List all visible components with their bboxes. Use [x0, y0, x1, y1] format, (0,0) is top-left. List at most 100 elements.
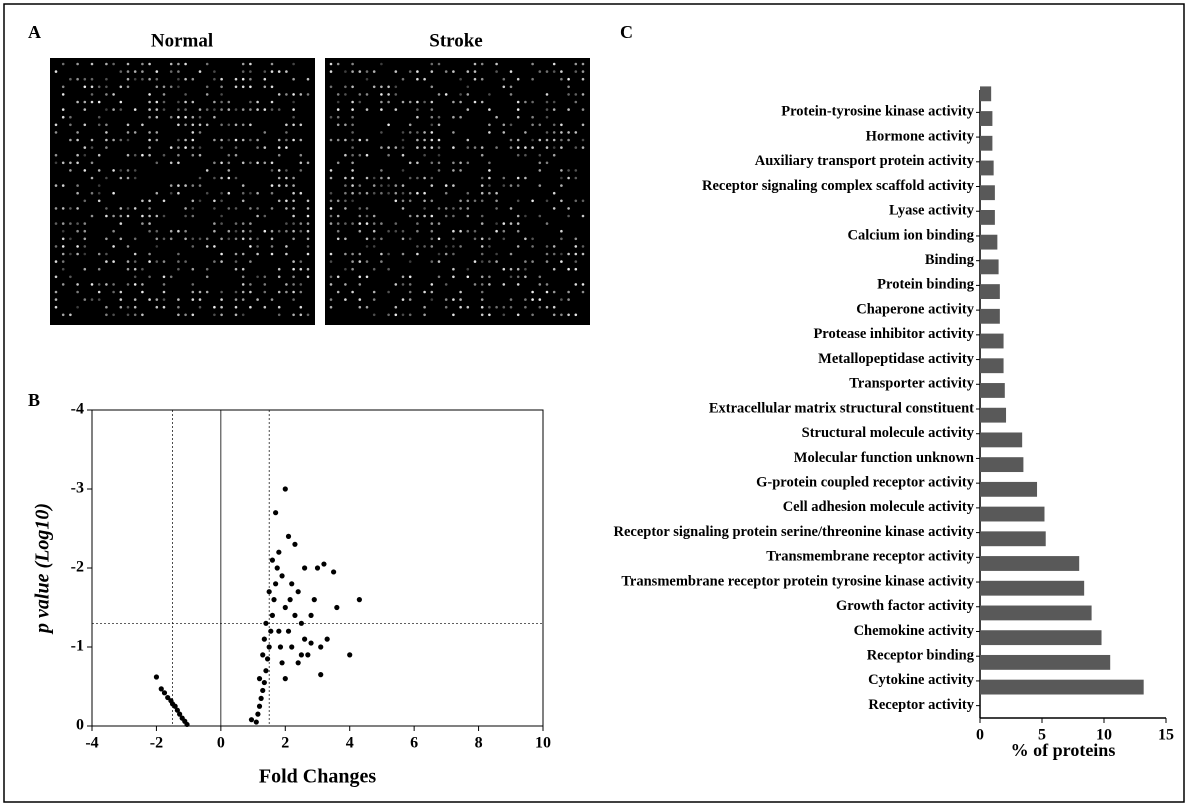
spot — [84, 268, 87, 271]
spot — [546, 70, 549, 73]
spot — [105, 238, 108, 241]
spot — [402, 200, 405, 203]
spot — [366, 238, 369, 241]
spot — [170, 276, 173, 279]
spot — [567, 253, 570, 256]
spot — [488, 169, 491, 172]
spot — [575, 93, 578, 96]
spot — [235, 86, 238, 89]
spot — [242, 230, 245, 233]
spot — [84, 245, 87, 248]
spot — [452, 268, 455, 271]
spot — [359, 154, 362, 157]
spot — [553, 192, 556, 195]
spot — [307, 222, 310, 225]
spot — [560, 146, 563, 149]
spot — [402, 101, 405, 104]
spot — [387, 314, 390, 317]
spot — [431, 260, 434, 263]
spot — [184, 314, 187, 317]
spot — [256, 101, 259, 104]
spot — [575, 253, 578, 256]
spot — [517, 200, 520, 203]
spot — [156, 78, 159, 81]
spot — [546, 116, 549, 119]
spot — [62, 184, 65, 187]
spot — [120, 207, 123, 210]
spot — [416, 116, 419, 119]
spot — [112, 63, 115, 66]
spot — [445, 207, 448, 210]
spot — [228, 154, 231, 157]
spot — [438, 124, 441, 127]
spot — [55, 306, 58, 309]
spot — [177, 192, 180, 195]
spot — [539, 215, 542, 218]
spot — [495, 63, 498, 66]
panel-label: B — [28, 390, 40, 410]
spot — [127, 177, 130, 180]
spot — [206, 63, 209, 66]
spot — [177, 101, 180, 104]
spot — [249, 222, 252, 225]
y-tick-label: Auxiliary transport protein activity — [755, 153, 975, 169]
point — [262, 680, 267, 685]
spot — [285, 222, 288, 225]
spot — [300, 162, 303, 165]
spot — [242, 314, 245, 317]
spot — [213, 101, 216, 104]
spot — [184, 260, 187, 263]
spot — [141, 283, 144, 286]
spot — [366, 207, 369, 210]
spot — [431, 124, 434, 127]
spot — [366, 192, 369, 195]
spot — [242, 70, 245, 73]
spot — [271, 101, 274, 104]
spot — [177, 63, 180, 66]
spot — [264, 215, 267, 218]
y-tick-label: -4 — [71, 401, 84, 418]
spot — [192, 78, 195, 81]
spot — [292, 116, 295, 119]
spot — [330, 222, 333, 225]
spot — [213, 139, 216, 142]
spot — [91, 298, 94, 301]
spot — [359, 207, 362, 210]
spot — [84, 154, 87, 157]
spot — [402, 207, 405, 210]
spot — [148, 139, 151, 142]
spot — [307, 93, 310, 96]
spot — [380, 260, 383, 263]
spot — [84, 169, 87, 172]
spot — [213, 177, 216, 180]
x-axis-label: Fold Changes — [259, 766, 376, 788]
y-tick-label: Cell adhesion molecule activity — [783, 499, 975, 515]
spot — [156, 139, 159, 142]
array-image — [325, 58, 590, 325]
spot — [220, 291, 223, 294]
spot — [105, 86, 108, 89]
spot — [459, 169, 462, 172]
spot — [495, 222, 498, 225]
spot — [582, 245, 585, 248]
spot — [524, 268, 527, 271]
spot — [62, 230, 65, 233]
spot — [249, 207, 252, 210]
spot — [285, 93, 288, 96]
spot — [488, 162, 491, 165]
spot — [292, 184, 295, 187]
spot — [91, 177, 94, 180]
spot — [567, 207, 570, 210]
spot — [402, 238, 405, 241]
spot — [366, 245, 369, 248]
spot — [510, 146, 513, 149]
spot — [62, 253, 65, 256]
spot — [481, 298, 484, 301]
spot — [292, 283, 295, 286]
spot — [366, 177, 369, 180]
spot — [120, 108, 123, 111]
spot — [330, 260, 333, 263]
y-tick-label: Extracellular matrix structural constitu… — [709, 400, 974, 416]
spot — [546, 283, 549, 286]
spot — [256, 108, 259, 111]
